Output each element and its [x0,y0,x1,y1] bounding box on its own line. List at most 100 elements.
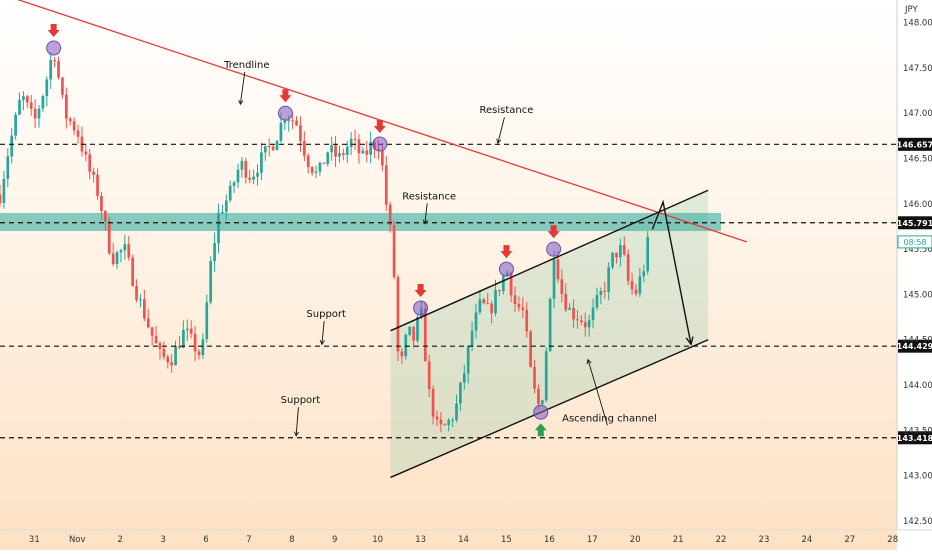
candle-body-126 [490,303,493,314]
annotation-2: Resistance [402,191,456,202]
candle-body-125 [486,303,490,305]
candle-body-79 [306,155,310,168]
candle-body-50 [193,333,197,352]
y-tick-label-4: 146.000 [903,200,932,210]
candle-body-0 [0,194,2,203]
price-level-label-1: 145.791 [897,219,932,228]
candle-body-94 [365,150,369,155]
annotation-pointer-2 [424,203,428,224]
candle-body-68 [263,146,267,153]
candle-body-49 [189,328,193,334]
candle-body-151 [587,320,591,328]
candle-body-132 [513,295,517,305]
candle-body-91 [353,138,357,140]
y-tick-label-1: 147.500 [903,64,932,74]
projection-arrowhead [685,336,694,346]
candle-body-106 [412,326,415,341]
candle-body-41 [158,343,162,349]
candle-body-78 [302,141,306,156]
candle-body-116 [451,419,454,421]
candle-body-62 [240,160,244,170]
candle-body-115 [447,420,451,426]
candle-body-105 [408,326,412,335]
candle-body-89 [345,147,349,155]
candle-body-85 [330,145,333,153]
swing-circle-2 [372,136,388,152]
candle-body-11 [41,96,45,109]
candle-body-136 [529,331,532,367]
candle-body-44 [170,362,174,366]
candle-body-119 [462,373,466,383]
candle-body-137 [533,366,536,389]
y-tick-label-8: 144.000 [903,381,932,391]
candle-body-120 [466,346,470,374]
candle-body-48 [185,328,189,331]
candle-body-163 [634,289,638,294]
candle-body-88 [341,153,345,155]
candle-body-66 [256,172,259,177]
x-tick-label-20: 28 [887,535,898,545]
annotation-0: Trendline [223,60,269,71]
annotation-pointer-1 [497,117,505,144]
x-tick-label-18: 24 [801,535,812,545]
candle-body-155 [603,290,607,292]
candle-body-111 [431,389,435,417]
candle-body-84 [326,152,330,164]
candle-body-4 [14,114,17,136]
candle-body-159 [619,245,622,258]
candle-body-47 [182,330,185,348]
candle-body-76 [295,120,298,126]
annotation-1: Resistance [479,105,533,116]
candle-body-6 [22,96,25,100]
candle-body-27 [103,211,107,222]
candle-body-162 [630,281,634,290]
candle-body-86 [334,145,337,157]
candle-body-10 [37,108,41,119]
candle-body-13 [49,60,53,80]
candle-body-149 [580,320,583,323]
candle-body-52 [201,339,205,356]
candle-body-22 [84,151,88,155]
candle-body-72 [279,122,283,141]
x-tick-label-15: 21 [673,535,684,545]
candle-body-74 [287,120,291,122]
candle-body-12 [45,79,49,97]
x-tick-label-9: 13 [415,535,426,545]
candle-body-142 [552,259,556,299]
candle-body-69 [267,146,271,148]
candle-body-60 [232,182,236,186]
price-level-label-2: 144.429 [897,342,932,351]
candle-body-23 [88,154,92,172]
candle-body-20 [76,130,80,137]
candle-body-36 [139,299,142,301]
y-tick-label-11: 142.500 [903,517,932,527]
down-arrow-icon-3 [414,284,427,298]
channel-upper-line [390,189,709,332]
x-tick-label-4: 6 [203,535,208,545]
candle-body-51 [197,351,201,356]
candle-body-37 [143,299,146,319]
candle-body-131 [509,272,513,296]
x-tick-label-5: 7 [246,535,251,545]
candle-body-87 [338,153,341,157]
candle-body-133 [517,304,521,308]
currency-label: JPY [904,5,918,15]
candle-body-46 [178,346,181,348]
candle-body-31 [119,250,123,253]
candle-body-58 [224,200,228,212]
candle-body-67 [260,152,263,173]
x-tick-label-0: 31 [29,535,40,545]
down-arrow-icon-0 [47,24,60,38]
candle-body-15 [57,61,60,78]
candle-body-90 [349,138,353,148]
y-tick-label-9: 143.500 [903,426,932,436]
annotation-pointer-head-0 [238,99,244,106]
candle-body-95 [369,142,373,155]
x-tick-label-8: 10 [372,535,383,545]
y-tick-label-0: 148.000 [903,19,932,29]
candle-body-118 [459,382,462,404]
candle-body-145 [564,293,568,310]
candle-body-117 [455,403,458,420]
